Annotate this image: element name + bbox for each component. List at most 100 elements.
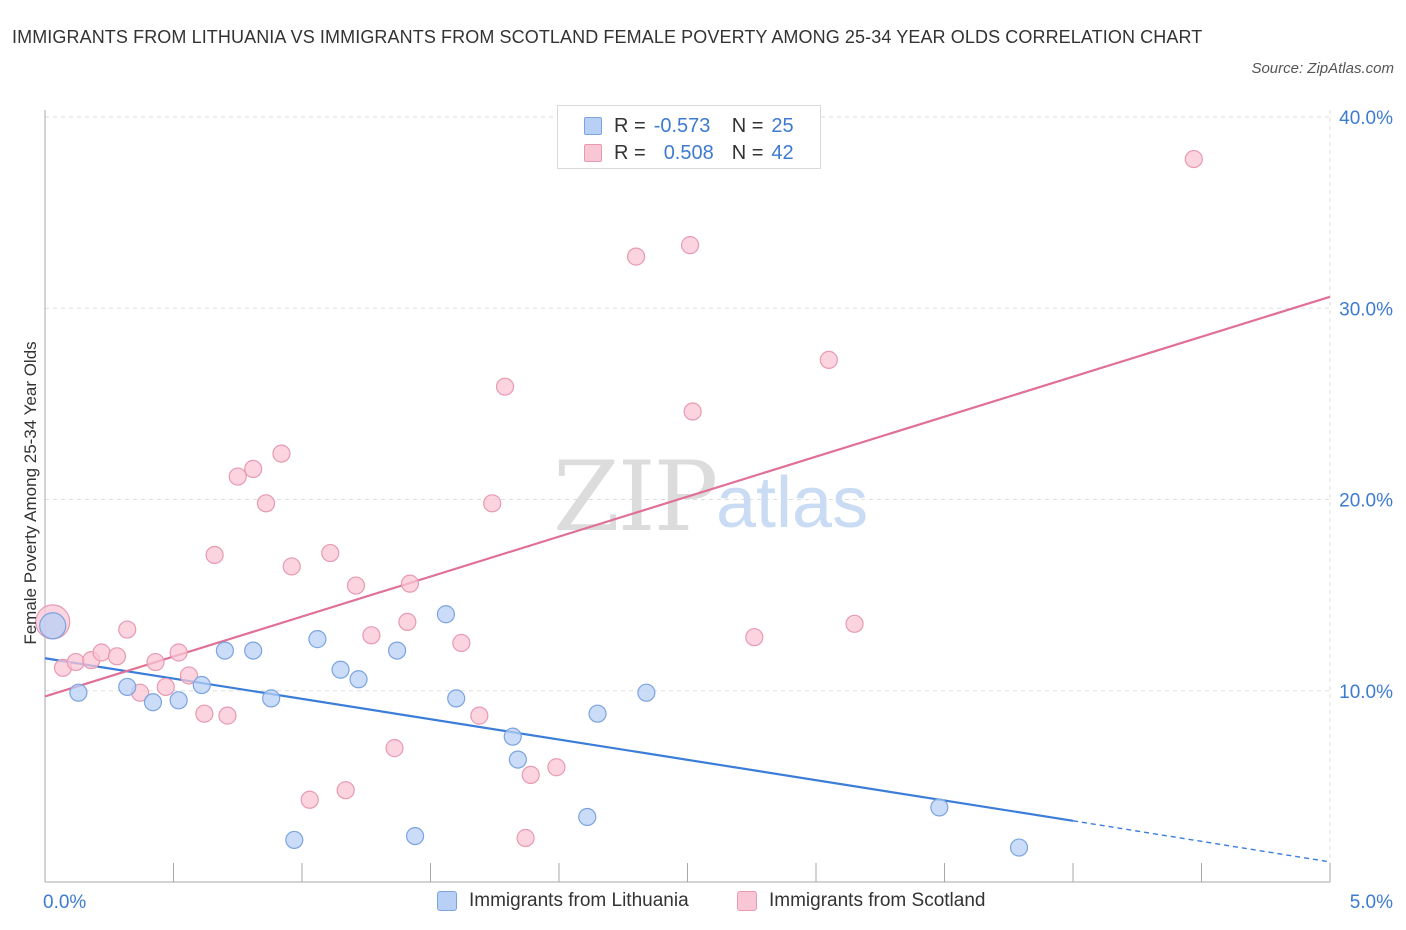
data-point-lithuania [285, 830, 304, 850]
data-point-scotland [66, 652, 85, 672]
data-point-lithuania [331, 660, 350, 679]
data-point-lithuania [578, 807, 597, 827]
data-point-scotland [362, 626, 381, 645]
watermark-zip: ZIP [553, 441, 716, 553]
data-point-scotland [845, 614, 864, 633]
data-point-lithuania [215, 641, 234, 660]
legend-r-value: -0.573 [653, 114, 711, 137]
legend-swatch-lithuania [437, 891, 457, 911]
data-point-lithuania [1009, 838, 1029, 857]
x-tick-label: 5.0% [1350, 892, 1393, 913]
data-point-scotland [680, 236, 700, 255]
watermark: ZIP atlas [553, 441, 868, 553]
data-point-scotland [547, 758, 566, 777]
data-point-lithuania [39, 612, 67, 640]
data-point-scotland [683, 402, 702, 421]
watermark-atlas: atlas [716, 463, 868, 543]
legend-swatch-scotland [737, 891, 757, 911]
data-point-scotland [107, 647, 127, 666]
data-point-lithuania [503, 727, 522, 746]
data-point-scotland [346, 576, 366, 595]
data-point-lithuania [349, 670, 368, 689]
y-tick-label: 30.0% [1339, 299, 1393, 320]
x-tick-label: 0.0% [43, 892, 86, 913]
data-point-lithuania [192, 675, 211, 695]
trend-lines [44, 295, 1331, 863]
data-point-scotland [282, 557, 301, 576]
data-point-lithuania [930, 798, 949, 817]
trend-line-lithuania-extension [1072, 820, 1331, 863]
data-point-lithuania [143, 693, 163, 712]
data-point-lithuania [436, 605, 456, 624]
data-point-scotland [495, 377, 515, 396]
data-point-lithuania [169, 691, 188, 710]
legend-n-label: N = [731, 141, 764, 164]
legend-item-scotland[interactable]: Immigrants from Scotland [737, 890, 985, 912]
data-point-scotland [398, 612, 417, 632]
data-point-scotland [218, 706, 237, 725]
data-point-scotland [521, 765, 540, 785]
data-point-scotland [244, 459, 263, 478]
data-point-lithuania [637, 683, 656, 702]
legend-row-scotland: R = 0.508 N = 42 [584, 141, 794, 165]
data-point-scotland [819, 350, 838, 369]
chart-title: IMMIGRANTS FROM LITHUANIA VS IMMIGRANTS … [12, 27, 1203, 47]
legend-n-label: N = [731, 114, 764, 137]
legend-swatch-scotland [584, 144, 602, 162]
correlation-legend: R = -0.573 N = 25 R = 0.508 N = 42 [557, 105, 821, 169]
data-point-scotland [385, 739, 404, 758]
y-tick-label: 20.0% [1339, 491, 1393, 512]
legend-n-value: 42 [771, 141, 794, 164]
data-point-lithuania [588, 704, 607, 723]
data-point-scotland [626, 247, 646, 266]
legend-n-value: 25 [771, 114, 794, 137]
y-tick-label: 40.0% [1339, 108, 1393, 129]
data-point-lithuania [405, 826, 425, 846]
data-point-lithuania [262, 689, 281, 708]
data-point-scotland [256, 494, 276, 513]
data-point-scotland [321, 543, 340, 563]
data-point-scotland [195, 704, 214, 723]
data-point-scotland [118, 620, 137, 639]
data-point-lithuania [508, 750, 527, 769]
legend-item-lithuania[interactable]: Immigrants from Lithuania [437, 890, 689, 912]
data-point-scotland [205, 545, 224, 565]
y-tick-label: 10.0% [1339, 682, 1393, 703]
data-point-scotland [745, 628, 764, 647]
data-point-scotland [400, 574, 420, 593]
y-axis-label: Female Poverty Among 25-34 Year Olds [21, 341, 40, 644]
legend-r-label: R = [614, 141, 646, 164]
legend-row-lithuania: R = -0.573 N = 25 [584, 114, 794, 138]
data-point-lithuania [447, 689, 466, 708]
legend-swatch-lithuania [584, 117, 602, 135]
trend-line-lithuania [44, 657, 1074, 822]
data-point-scotland [156, 677, 175, 697]
legend-r-value: 0.508 [663, 141, 714, 164]
series-legend: Immigrants from Lithuania Immigrants fro… [0, 888, 1406, 916]
data-point-lithuania [118, 677, 137, 697]
data-point-scotland [146, 652, 165, 672]
data-point-scotland [470, 706, 489, 725]
data-point-scotland [179, 666, 199, 685]
data-point-lithuania [308, 630, 327, 649]
data-point-scotland [169, 643, 188, 662]
data-point-scotland [516, 828, 535, 848]
data-point-lithuania [244, 641, 263, 660]
data-point-scotland [272, 444, 291, 463]
legend-r-label: R = [614, 114, 646, 137]
trend-line-scotland [44, 295, 1331, 698]
data-point-lithuania [69, 683, 88, 702]
data-point-scotland [452, 633, 471, 653]
legend-label-scotland: Immigrants from Scotland [769, 890, 986, 911]
data-point-scotland [336, 781, 355, 800]
data-point-lithuania [387, 641, 407, 660]
data-point-scotland [1184, 149, 1203, 169]
data-points [35, 149, 1203, 857]
data-point-scotland [92, 643, 111, 662]
chart-source: Source: ZipAtlas.com [1251, 60, 1394, 77]
data-point-scotland [228, 467, 247, 486]
legend-label-lithuania: Immigrants from Lithuania [469, 890, 689, 911]
data-point-scotland [300, 790, 319, 809]
tick-labels: 10.0% 20.0% 30.0% 40.0% 0.0% 5.0% [43, 108, 1393, 913]
